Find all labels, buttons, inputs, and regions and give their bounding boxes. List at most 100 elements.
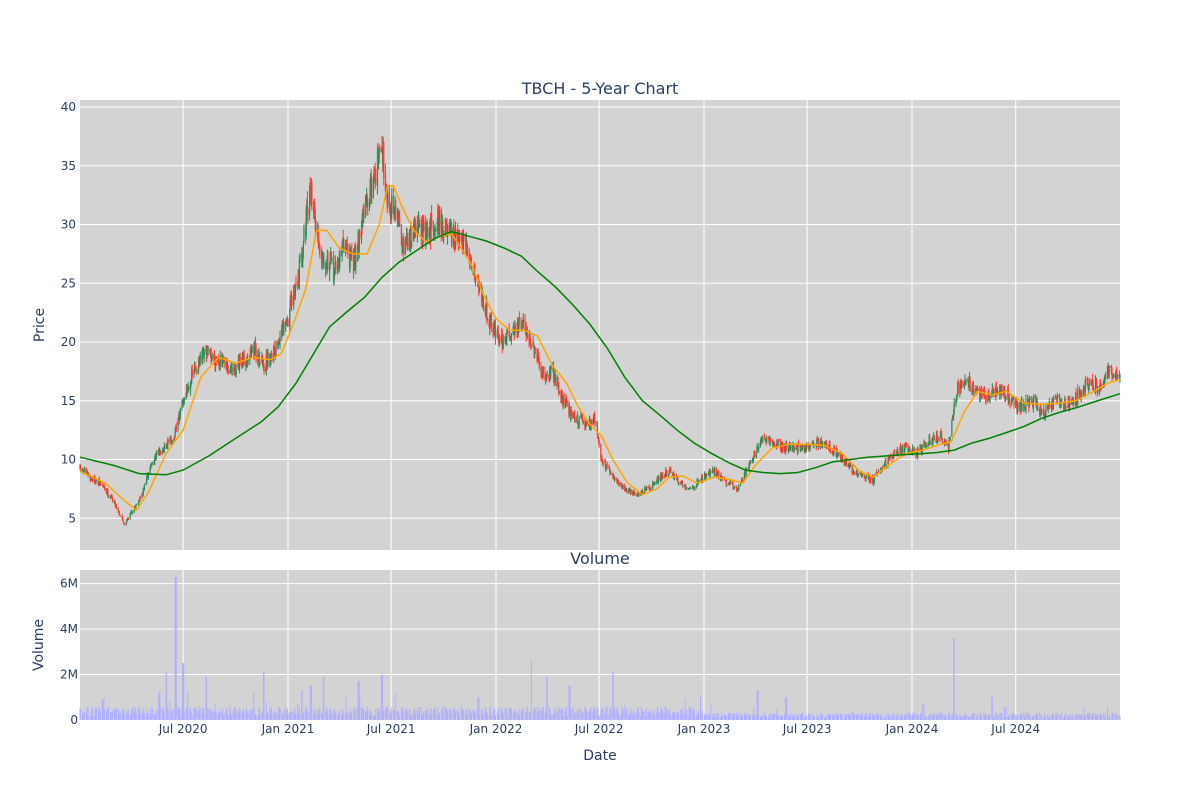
volume-bar [909,712,911,720]
candle-body [1049,403,1051,408]
volume-bar [269,712,271,720]
volume-bar [845,716,847,720]
volume-bar [638,712,640,720]
candle-body [197,370,199,372]
volume-bar [516,712,518,720]
volume-bar [342,710,344,720]
volume-bar [243,709,245,720]
volume-bar [150,710,152,720]
volume-bar [1000,712,1002,720]
candle-body [400,224,403,245]
volume-bar [734,712,736,720]
volume-bar [754,715,756,720]
candle-body [596,423,599,436]
candle-body [482,300,485,310]
volume-bar [497,715,499,720]
volume-bar [517,715,519,720]
volume-bar [289,711,291,720]
volume-bar [512,715,514,720]
candle-body [821,443,824,449]
volume-bar [1102,713,1104,720]
volume-bar [391,707,393,720]
candle-body [788,444,791,447]
volume-bar [783,714,785,720]
volume-bar [80,708,82,720]
volume-bar [175,576,177,720]
volume-bar [578,708,580,720]
volume-bar [1069,715,1071,720]
candle-body [609,469,611,474]
volume-bar [203,714,205,720]
volume-bar [1041,717,1043,720]
candle-body [127,518,130,520]
volume-bar [303,711,305,720]
volume-bar [561,709,563,720]
volume-bar [1108,715,1110,720]
volume-bar [1015,714,1017,720]
volume-bar [86,716,88,720]
volume-bar [957,717,959,720]
volume-bar [427,707,429,720]
volume-bar [330,708,332,720]
volume-bar [1107,714,1109,720]
volume-bar [287,713,289,720]
volume-bar [824,717,826,720]
volume-bar [1020,715,1022,720]
volume-bar [590,714,592,720]
volume-bar [157,710,159,720]
volume-bar [728,712,730,720]
volume-bar [932,714,934,720]
candle-body [664,475,666,477]
volume-bar [275,713,277,720]
volume-bar [743,713,745,720]
volume-bar [685,715,687,720]
volume-bar [226,707,228,720]
candle-body [927,444,930,446]
volume-bar [669,711,671,720]
volume-bar [678,715,680,720]
candle-body [496,332,498,337]
candle-body [327,253,329,271]
volume-bar [375,708,377,720]
volume-bar [382,674,384,720]
candle-body [115,505,118,509]
volume-bar [513,710,515,720]
candle-body [735,486,738,490]
volume-bar [147,712,149,720]
candle-body [570,409,572,416]
candle-body [195,368,197,372]
candle-body [193,371,195,376]
volume-bar [768,717,770,720]
volume-bar [274,712,276,720]
candle-body [754,451,756,458]
candle-body [387,194,389,207]
volume-bar [832,714,834,720]
candle-body [537,354,539,357]
candle-body [661,475,663,480]
volume-bar [856,716,858,720]
candle-body [1103,380,1105,383]
volume-bar [1024,714,1026,720]
candle-body [1012,397,1014,400]
volume-bar [911,715,913,720]
candle-body [318,239,320,249]
volume-bar [860,714,862,720]
candle-body [241,362,243,366]
volume-bar [1060,715,1062,720]
volume-bar [594,713,596,720]
candle-body [105,489,107,492]
volume-bar [1110,717,1112,720]
candle-body [403,239,405,255]
candle-body [351,250,353,254]
volume-bar [538,707,540,720]
volume-bar [261,711,263,720]
candle-body [285,322,287,326]
volume-bar [622,709,624,720]
volume-bar [490,715,492,720]
volume-bar [913,712,915,720]
candle-body [343,246,345,252]
price-y-tick-label: 35 [61,159,76,173]
volume-bar [353,708,355,720]
candle-body [377,150,379,167]
volume-bar [390,714,392,720]
